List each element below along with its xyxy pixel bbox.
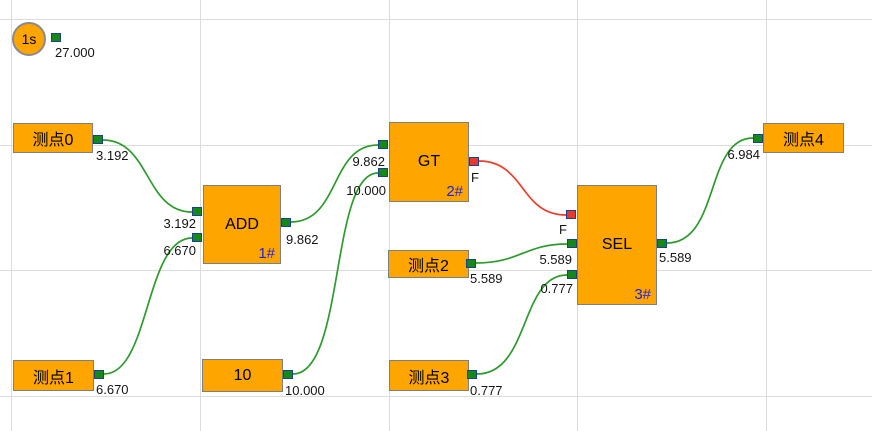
t4-input-value: 6.984 (727, 147, 760, 162)
block-measure-point-0[interactable]: 测点0 (13, 123, 93, 153)
block-constant-10[interactable]: 10 (202, 359, 283, 392)
c10-output-port[interactable] (283, 370, 293, 379)
block-number: 2# (446, 183, 463, 200)
wire-add-to-gt-in1[interactable] (290, 144, 379, 223)
add-input2-port[interactable] (192, 233, 202, 242)
block-measure-point-4[interactable]: 测点4 (763, 123, 844, 153)
t2-output-value: 5.589 (470, 271, 503, 286)
timer-output-port[interactable] (51, 33, 61, 42)
wire-t0-to-add-in1[interactable] (102, 139, 193, 213)
block-measure-point-3[interactable]: 测点3 (389, 360, 469, 391)
wire-t2-to-sel-in2[interactable] (475, 243, 568, 264)
timer-label: 1s (21, 31, 37, 47)
sel-input2-value: 5.589 (539, 252, 572, 267)
add-input2-value: 6.670 (163, 243, 196, 258)
gt-input2-value: 10.000 (346, 183, 386, 198)
t0-output-port[interactable] (93, 135, 103, 144)
grid-line-vertical (766, 0, 767, 431)
block-label: SEL (601, 236, 633, 253)
add-output-port[interactable] (281, 218, 291, 227)
sel-input2-port[interactable] (567, 239, 577, 248)
grid-line-horizontal (0, 19, 872, 20)
wire-c10-to-gt-in2[interactable] (292, 172, 379, 375)
block-gt-comparator[interactable]: GT 2# (389, 122, 469, 202)
gt-input1-value: 9.862 (352, 154, 385, 169)
grid-line-vertical (11, 0, 12, 431)
wire-t3-to-sel-in3[interactable] (476, 274, 568, 375)
add-input1-port[interactable] (192, 207, 202, 216)
t1-output-value: 6.670 (96, 382, 129, 397)
sel-input1-value: F (559, 222, 567, 237)
sel-input3-value: 0.777 (540, 281, 573, 296)
block-measure-point-2[interactable]: 测点2 (388, 250, 469, 278)
grid-line-vertical (389, 0, 390, 431)
wire-gt-to-sel-in1[interactable] (478, 160, 567, 216)
gt-input1-port[interactable] (378, 140, 388, 149)
block-number: 3# (634, 286, 651, 303)
grid-line-horizontal (0, 396, 872, 397)
block-label: 测点1 (33, 369, 74, 387)
t0-output-value: 3.192 (96, 148, 129, 163)
timer-block-1s[interactable]: 1s (12, 22, 46, 56)
block-label: 10 (233, 366, 252, 384)
block-number: 1# (258, 245, 275, 262)
add-output-value: 9.862 (286, 232, 319, 247)
wire-sel-to-t4[interactable] (666, 137, 754, 244)
sel-output-port[interactable] (657, 239, 667, 248)
gt-output-port[interactable] (469, 157, 479, 166)
c10-output-value: 10.000 (285, 383, 325, 398)
t1-output-port[interactable] (94, 370, 104, 379)
block-label: 测点0 (32, 132, 74, 149)
block-add-operator[interactable]: ADD 1# (203, 185, 281, 264)
gt-input2-port[interactable] (378, 168, 388, 177)
gt-output-value: F (471, 170, 479, 185)
wire-t1-to-add-in2[interactable] (103, 237, 193, 375)
block-measure-point-1[interactable]: 测点1 (13, 360, 94, 391)
add-input1-value: 3.192 (163, 216, 196, 231)
sel-input1-port[interactable] (566, 210, 576, 219)
timer-value: 27.000 (55, 45, 95, 60)
t2-output-port[interactable] (466, 259, 476, 268)
block-label: 测点3 (408, 369, 450, 387)
t4-input-port[interactable] (753, 134, 763, 143)
t3-output-value: 0.777 (470, 383, 503, 398)
sel-output-value: 5.589 (659, 250, 692, 265)
block-label: 测点2 (408, 258, 449, 275)
sel-input3-port[interactable] (567, 270, 577, 279)
block-label: GT (417, 153, 441, 170)
t3-output-port[interactable] (467, 370, 477, 379)
block-label: 测点4 (783, 132, 824, 149)
block-sel-selector[interactable]: SEL 3# (577, 185, 657, 305)
block-label: ADD (225, 215, 259, 233)
